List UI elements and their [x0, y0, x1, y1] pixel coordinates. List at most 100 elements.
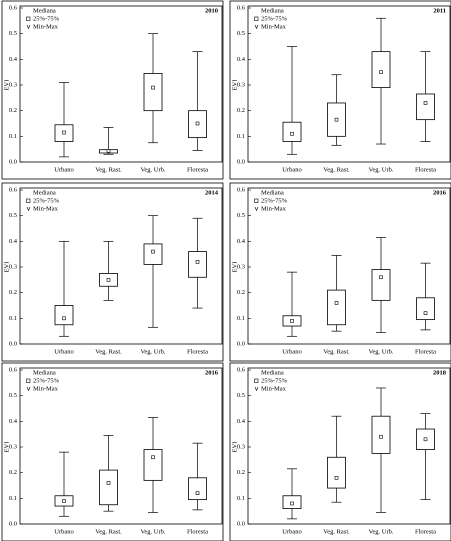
legend-label: 25%-75%	[261, 377, 288, 384]
panel: 0.0 0.1 0.2 0.3 0.4 0.5 0.6 EVI 2016 Mediana25%-7…	[1, 362, 224, 541]
y-axis-label: EVI	[231, 262, 238, 273]
legend-label: 25%-75%	[261, 15, 288, 22]
box	[371, 415, 391, 454]
box	[327, 289, 346, 326]
y-tick-label: 0.3	[237, 263, 245, 270]
x-tick-label: Floresta	[415, 348, 436, 355]
legend-box-icon	[254, 378, 259, 383]
median-marker	[334, 301, 339, 305]
median-marker	[195, 121, 200, 126]
y-tick-label: 0.4	[9, 238, 18, 245]
y-tick-label: 0.2	[237, 469, 245, 476]
y-tick-label: 0.5	[237, 392, 245, 399]
legend-box-icon	[26, 378, 31, 383]
legend-label: Mediana	[33, 189, 56, 196]
box	[282, 121, 302, 142]
y-tick-label: 0.6	[9, 186, 18, 193]
y-tick-label: 0.0	[237, 158, 245, 165]
y-tick-label: 0.5	[9, 392, 17, 399]
box	[416, 297, 435, 321]
y-axis-label: EVI	[231, 80, 238, 91]
legend-box-icon	[26, 198, 31, 203]
plot-frame	[247, 187, 451, 345]
x-tick-label: Veg. Urb.	[140, 166, 165, 173]
box	[188, 477, 207, 501]
panel-frame	[229, 0, 451, 180]
plot-frame	[247, 5, 451, 163]
y-tick-label: 0.2	[237, 107, 245, 114]
plot-frame	[19, 367, 223, 525]
x-tick-label: Veg. Rast.	[95, 348, 122, 355]
legend-label: Mediana	[33, 369, 56, 376]
median-marker	[62, 130, 66, 135]
y-tick-label: 0.2	[237, 289, 245, 296]
y-tick-label: 0.5	[9, 30, 17, 37]
x-tick-label: Urbano	[54, 528, 74, 535]
x-tick-label: Floresta	[415, 166, 436, 173]
y-tick-label: 0.1	[9, 133, 17, 140]
median-marker	[379, 434, 383, 439]
y-tick-label: 0.1	[237, 133, 245, 140]
plot-frame	[19, 5, 223, 163]
x-tick-label: Urbano	[282, 166, 302, 173]
y-tick-label: 0.3	[237, 443, 245, 450]
panel-title: 2014	[205, 189, 219, 196]
legend-whisker-icon	[254, 24, 259, 30]
median-marker	[290, 319, 294, 323]
panel-title: 2010	[205, 7, 218, 14]
median-marker	[151, 455, 155, 460]
panel: 0.0 0.1 0.2 0.3 0.4 0.5 0.6 EVI 2010 Mediana25%-7…	[1, 0, 224, 180]
y-tick-label: 0.1	[237, 495, 245, 502]
median-marker	[423, 101, 428, 105]
box	[143, 449, 163, 481]
legend-label: 25%-75%	[33, 15, 60, 22]
x-tick-label: Urbano	[54, 348, 74, 355]
legend-label: 25%-75%	[33, 377, 60, 384]
median-marker	[106, 149, 111, 153]
panel-frame	[1, 182, 224, 362]
panel-frame	[1, 0, 224, 180]
box	[416, 93, 435, 121]
x-tick-label: Veg. Urb.	[140, 348, 165, 355]
x-tick-label: Veg. Rast.	[323, 348, 350, 355]
y-tick-label: 0.1	[237, 315, 245, 322]
y-tick-label: 0.0	[237, 520, 245, 527]
y-tick-label: 0.0	[9, 520, 17, 527]
x-tick-label: Urbano	[282, 528, 302, 535]
median-marker	[195, 260, 200, 264]
legend-whisker-icon	[254, 206, 259, 212]
legend-label: Mediana	[261, 7, 284, 14]
y-tick-label: 0.6	[237, 186, 246, 193]
y-axis-label: EVI	[3, 262, 10, 273]
y-tick-label: 0.2	[9, 289, 17, 296]
legend-label: Mediana	[261, 189, 284, 196]
panel: 0.0 0.1 0.2 0.3 0.4 0.5 0.6 EVI 2018 Mediana25%-7…	[229, 362, 451, 541]
y-tick-label: 0.6	[9, 366, 18, 373]
y-tick-label: 0.5	[237, 212, 245, 219]
legend-label: 25%-75%	[261, 197, 288, 204]
legend-label: Min-Max	[33, 23, 59, 30]
panel-frame	[229, 182, 451, 362]
y-axis-label: EVI	[3, 442, 10, 453]
plot-frame	[247, 367, 451, 525]
box	[327, 456, 346, 489]
legend-label: Min-Max	[261, 23, 287, 30]
legend-whisker-icon	[26, 206, 31, 212]
x-tick-label: Urbano	[282, 348, 302, 355]
y-tick-label: 0.3	[237, 81, 245, 88]
y-tick-label: 0.0	[9, 158, 17, 165]
box	[99, 469, 118, 506]
panel-frame	[1, 362, 224, 541]
box	[143, 73, 163, 112]
y-tick-label: 0.0	[9, 340, 17, 347]
median-marker	[379, 275, 383, 280]
panel-title: 2016	[205, 369, 219, 376]
y-tick-label: 0.4	[9, 56, 18, 63]
x-tick-label: Veg. Urb.	[368, 166, 393, 173]
x-tick-label: Floresta	[187, 166, 208, 173]
median-marker	[423, 311, 428, 316]
legend-label: Min-Max	[33, 205, 59, 212]
legend-box-icon	[254, 16, 259, 21]
x-tick-label: Veg. Urb.	[140, 528, 165, 535]
x-tick-label: Veg. Rast.	[323, 166, 350, 173]
